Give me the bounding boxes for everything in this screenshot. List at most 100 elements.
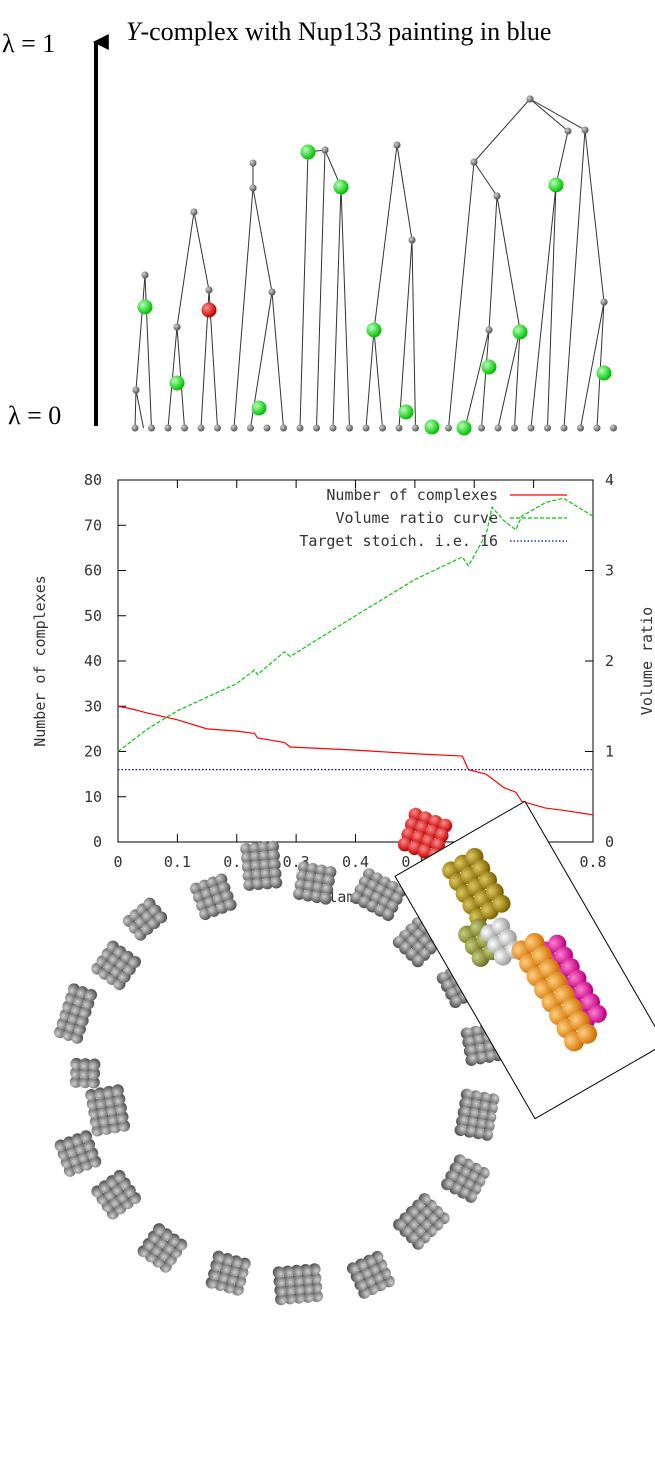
bead <box>85 1089 98 1102</box>
bead-cluster <box>54 1130 102 1177</box>
dendrogram <box>131 95 617 436</box>
y2-tick-label: 1 <box>605 743 614 761</box>
bead <box>268 858 281 871</box>
tree-leaf <box>511 424 518 432</box>
bead-cluster <box>85 1084 131 1137</box>
bead <box>305 871 318 884</box>
bead <box>322 874 335 887</box>
bead <box>283 1283 296 1296</box>
bead <box>441 1178 454 1191</box>
tree-leaf <box>544 424 551 432</box>
bead-cluster <box>393 1193 450 1250</box>
tree-edge <box>596 301 605 429</box>
bead <box>249 851 262 864</box>
bead <box>483 1050 496 1063</box>
y-tick-label: 0 <box>93 833 102 851</box>
bead <box>80 1130 93 1143</box>
tree-edge <box>563 129 586 429</box>
bead <box>275 1293 288 1306</box>
tree-node-green <box>251 400 267 416</box>
y2-axis-label: Volume ratio <box>638 607 655 715</box>
bead <box>297 861 310 874</box>
bead <box>94 1087 107 1100</box>
bead <box>473 1118 486 1131</box>
tree-leaf <box>494 424 502 432</box>
bead-cluster <box>122 897 168 941</box>
bead <box>98 1114 111 1127</box>
bead <box>100 1122 113 1135</box>
bead <box>104 1094 117 1107</box>
tree-leaf <box>329 424 337 432</box>
bead <box>89 1115 102 1128</box>
tree-leaf <box>263 424 271 432</box>
bead <box>88 1067 101 1080</box>
title-text: -complex with Nup133 painting in blue <box>140 17 551 46</box>
y-axis-label: Number of complexes <box>31 575 49 747</box>
bead <box>454 1124 467 1137</box>
bead <box>456 1115 469 1128</box>
tree-leaf <box>214 424 221 432</box>
bead <box>155 911 168 924</box>
tree-edge <box>373 144 398 331</box>
bead <box>299 1263 312 1276</box>
tree-edge <box>233 187 254 429</box>
bead-cluster <box>454 1088 500 1141</box>
bead-cluster <box>69 1057 101 1089</box>
tree-edge <box>481 329 490 429</box>
tree-edge <box>580 301 605 429</box>
tree-leaf <box>478 424 485 432</box>
tree-node-green <box>456 420 472 436</box>
bead <box>457 1106 470 1119</box>
bead <box>411 955 424 968</box>
bead <box>79 1058 92 1071</box>
bead <box>91 1124 104 1137</box>
tree-edge <box>271 291 284 429</box>
bead <box>485 1102 498 1115</box>
bead <box>460 1027 473 1040</box>
y-tick-label: 20 <box>84 743 102 761</box>
bead <box>459 1097 472 1110</box>
tree-edge <box>365 329 375 429</box>
bead <box>86 1097 99 1110</box>
bead <box>258 850 271 863</box>
bead <box>252 878 265 891</box>
series-line <box>117 497 594 752</box>
bead-cluster <box>190 873 237 921</box>
tree-node <box>132 386 140 394</box>
tree-node-green <box>300 144 316 160</box>
tree-leaf <box>346 424 353 432</box>
tree-node-green <box>366 322 382 338</box>
tree-node <box>173 323 181 331</box>
tree-edge <box>473 161 498 197</box>
tree-node-green <box>169 375 185 391</box>
tree-edge <box>134 389 137 429</box>
tree-leaf <box>379 424 386 432</box>
inset <box>394 800 655 1120</box>
bead <box>475 1109 488 1122</box>
bead <box>308 1263 321 1276</box>
series-line <box>117 705 594 816</box>
bead <box>250 860 263 873</box>
bottom-label: λ = 0 <box>8 401 61 430</box>
bead-cluster <box>91 1169 141 1220</box>
tree-edge <box>529 98 586 131</box>
bead <box>393 1218 406 1231</box>
tree-leaf <box>395 424 403 432</box>
tree-edge <box>514 329 521 429</box>
bead <box>346 1262 359 1275</box>
y-tick-label: 60 <box>84 562 102 580</box>
tree-node <box>408 236 416 244</box>
tree-edge <box>547 184 557 429</box>
bead <box>310 891 323 904</box>
tree-node <box>249 159 257 167</box>
y-tick-label: 80 <box>84 471 102 489</box>
tree-leaf <box>610 424 617 432</box>
bead <box>300 1272 313 1285</box>
tree-edge <box>193 211 210 291</box>
bead <box>153 1223 166 1236</box>
y-tick-label: 10 <box>84 788 102 806</box>
bead <box>468 1099 481 1112</box>
legend-label: Target stoich. i.e. 16 <box>299 532 498 550</box>
bead <box>224 898 237 911</box>
